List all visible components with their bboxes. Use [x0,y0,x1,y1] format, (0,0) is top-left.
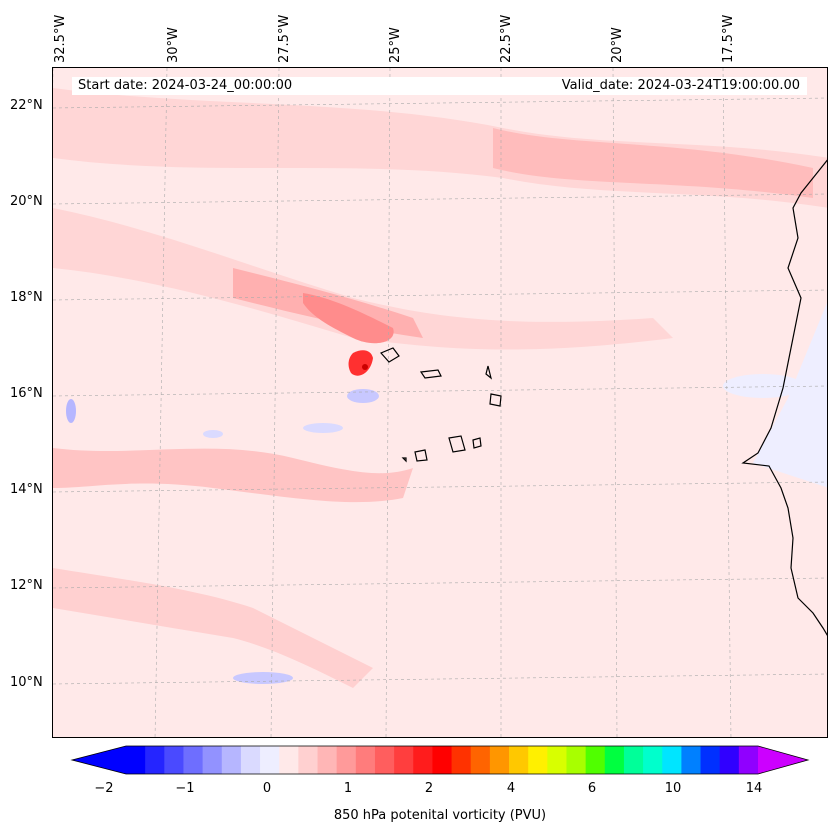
colorbar-segment [566,746,587,774]
colorbar-segment [298,746,319,774]
pv-patch-core [303,293,394,344]
colorbar-extend-low [72,746,126,774]
lat-label-18n: 18°N [10,290,43,305]
colorbar-segment [394,746,414,774]
colorbar-segment [547,746,567,774]
lat-label-12n: 12°N [10,578,43,593]
map-panel [52,67,828,738]
lon-label-20w: 20°W [610,27,625,63]
colorbar-segment [355,746,376,774]
colorbar-segment [509,746,529,774]
pv-maximum-core [362,364,368,370]
colorbar-segment [317,746,338,774]
colorbar-segment [145,746,165,774]
colorbar-segment [432,746,453,774]
lon-label-27.5w: 27.5°W [277,14,292,63]
lat-label-22n: 22°N [10,98,43,113]
colorbar-segment [451,746,472,774]
colorbar-segment [738,746,759,774]
start-date-label: Start date: 2024-03-24_00:00:00 [78,78,293,93]
colorbar-segment [260,746,280,774]
colorbar-tick-label: 4 [506,781,516,796]
colorbar-tick-label: 0 [262,781,272,796]
lon-label-25w: 25°W [388,27,403,63]
colorbar-segment [528,746,548,774]
colorbar-segment [719,746,740,774]
pv-negative-patch [203,430,223,438]
valid-date-label: Valid_date: 2024-03-24T19:00:00.00 [561,78,800,93]
colorbar-segment [585,746,606,774]
africa-land-tint [753,302,827,488]
date-banner: Start date: 2024-03-24_00:00:00 Valid_da… [72,77,807,95]
colorbar-segment [489,746,510,774]
colorbar-tick-label: 1 [343,781,353,796]
pv-negative-patch [723,374,803,398]
pv-negative-patch [66,399,76,423]
colorbar-segment [604,746,625,774]
pv-negative-patch [233,672,293,684]
pv-negative-patch [303,423,343,433]
lat-label-10n: 10°N [10,675,43,690]
lon-label-30w: 30°W [166,27,181,63]
pv-negative-patch [347,389,379,403]
pv-band-southwest [53,568,373,688]
lon-label-17.5w: 17.5°W [721,14,736,63]
colorbar-extend-high [758,746,808,774]
vorticity-field [53,68,827,737]
colorbar-segment [700,746,721,774]
colorbar-segment [374,746,395,774]
colorbar-tick-label: 6 [587,781,597,796]
lon-label-32.5w: 32.5°W [53,14,68,63]
gridlines [53,68,827,737]
colorbar-segment [279,746,299,774]
cape-verde-islands [379,347,502,463]
colorbar-segment [126,746,146,774]
colorbar-segment [413,746,433,774]
colorbar-segment [681,746,702,774]
pv-band-north [493,128,813,198]
colorbar-tick-label: −1 [175,781,195,796]
colorbar-segment [623,746,644,774]
colorbar [70,745,810,775]
colorbar-segment [662,746,682,774]
colorbar-segment [240,746,261,774]
pv-band-south [53,448,413,503]
colorbar-segment [202,746,223,774]
lat-label-20n: 20°N [10,194,43,209]
colorbar-tick-label: −2 [94,781,114,796]
colorbar-segment [183,746,204,774]
africa-coastline [741,159,827,636]
colorbar-segment [221,746,242,774]
colorbar-segment [643,746,663,774]
colorbar-tick-label: 10 [664,781,682,796]
colorbar-segment [470,746,491,774]
colorbar-outline [70,745,810,775]
colorbar-segment [164,746,184,774]
colorbar-segment [336,746,357,774]
pv-maximum [348,350,373,376]
lon-label-22.5w: 22.5°W [499,14,514,63]
lat-label-16n: 16°N [10,386,43,401]
colorbar-tick-label: 14 [745,781,763,796]
colorbar-tick-label: 2 [424,781,434,796]
colorbar-title: 850 hPa potenital vorticity (PVU) [333,808,547,823]
lat-label-14n: 14°N [10,482,43,497]
pv-band-light [53,88,827,208]
